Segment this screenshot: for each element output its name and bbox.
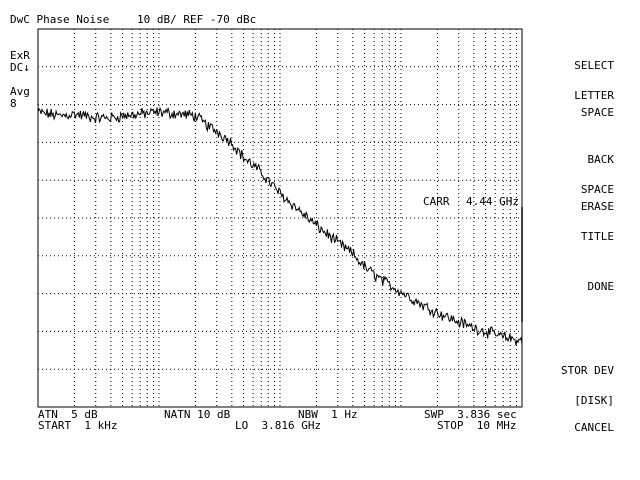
softkey-back-space[interactable]: BACK SPACE xyxy=(581,135,614,205)
screen-title: DwC Phase Noise xyxy=(10,13,110,26)
carrier-label: CARR xyxy=(423,195,450,208)
softkey-select-letter[interactable]: SELECT LETTER xyxy=(574,41,614,111)
softkey-label: ERASE xyxy=(580,200,614,213)
softkey-space[interactable]: SPACE xyxy=(581,88,614,128)
softkey-cancel[interactable]: CANCEL xyxy=(574,403,614,443)
softkey-label: SELECT xyxy=(574,59,614,72)
softkey-label: TITLE xyxy=(580,230,614,243)
softkey-label: CANCEL xyxy=(574,421,614,434)
avg-value: 8 xyxy=(10,97,17,110)
attenuation-readout: ATN 5 dB xyxy=(38,408,98,421)
avg-label: Avg xyxy=(10,85,30,98)
sweep-time-readout: SWP 3.836 sec xyxy=(424,408,517,421)
softkey-label: SPACE xyxy=(580,106,614,119)
softkey-label: STOR DEV xyxy=(561,364,614,377)
carrier-frequency: 4.44 GHz xyxy=(466,195,519,208)
lo-frequency-readout: LO 3.816 GHz xyxy=(235,419,322,432)
noise-bandwidth-readout: NBW 1 Hz xyxy=(298,408,358,421)
softkey-label: SPACE xyxy=(580,183,614,196)
scale-reference: 10 dB/ REF -70 dBc xyxy=(137,13,257,26)
softkey-erase-title[interactable]: ERASE TITLE xyxy=(581,182,614,252)
softkey-label: LETTER xyxy=(574,89,614,102)
noise-attenuation-readout: NATN 10 dB xyxy=(164,408,231,421)
softkey-label: DONE xyxy=(587,280,615,293)
softkey-label: [DISK] xyxy=(574,394,614,407)
phase-noise-trace xyxy=(37,106,523,346)
softkey-label: BACK xyxy=(587,153,615,166)
softkey-done[interactable]: DONE xyxy=(588,262,615,302)
stop-frequency-readout: STOP 10 MHz xyxy=(437,419,517,432)
start-frequency-readout: START 1 kHz xyxy=(38,419,118,432)
dc-coupling-annotation: DC↓ xyxy=(10,61,30,74)
softkey-stor-dev-disk[interactable]: STOR DEV [DISK] xyxy=(561,346,614,416)
graticule-grid xyxy=(38,29,522,407)
exr-annotation: ExR xyxy=(10,49,30,62)
